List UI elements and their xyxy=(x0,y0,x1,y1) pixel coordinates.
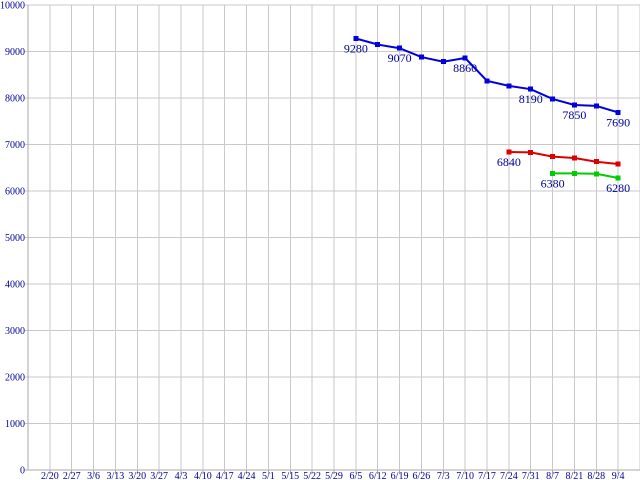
series-blue-point-marker xyxy=(397,45,403,51)
series-blue-point-marker xyxy=(506,83,512,89)
x-axis-tick-label: 7/3 xyxy=(437,471,450,480)
data-point-label: 6380 xyxy=(541,176,565,190)
x-axis-tick-label: 5/22 xyxy=(303,471,321,480)
gridlines xyxy=(25,4,640,474)
series-blue-point-marker xyxy=(353,35,359,41)
x-axis-tick-label: 4/3 xyxy=(175,471,188,480)
data-point-label: 8190 xyxy=(519,92,543,106)
series-red xyxy=(506,149,621,167)
series-red-line xyxy=(508,150,619,166)
series-blue-point-marker xyxy=(528,86,534,92)
y-axis-tick-label: 5000 xyxy=(5,233,25,244)
x-axis-tick-label: 8/28 xyxy=(587,471,605,480)
y-axis-tick-label: 10000 xyxy=(0,1,25,12)
data-point-label: 7690 xyxy=(606,115,630,129)
x-axis-tick-label: 7/31 xyxy=(522,471,540,480)
series-blue-point-marker xyxy=(418,54,424,60)
series-blue xyxy=(353,35,621,115)
y-axis-tick-label: 0 xyxy=(20,466,25,477)
series-green-point-marker xyxy=(550,170,556,176)
series-red-point-marker xyxy=(571,155,577,161)
data-point-label: 6840 xyxy=(497,155,521,169)
x-axis-tick-label: 7/24 xyxy=(500,471,518,480)
x-axis-tick-label: 4/10 xyxy=(194,471,212,480)
y-axis-tick-label: 7000 xyxy=(5,140,25,151)
data-point-label: 9070 xyxy=(388,51,412,65)
series-blue-point-marker xyxy=(375,42,381,48)
x-axis-tick-label: 3/6 xyxy=(87,471,100,480)
x-axis-tick-label: 2/20 xyxy=(41,471,59,480)
x-axis-tick-label: 3/20 xyxy=(128,471,146,480)
x-axis-labels: 2/20 2/27 3/6 3/13 3/20 3/27 4/3 4/10 4/17 4/24 5/… xyxy=(41,471,625,480)
y-axis-tick-label: 8000 xyxy=(5,94,25,105)
x-axis-tick-label: 4/24 xyxy=(238,471,256,480)
x-axis-tick-label: 5/1 xyxy=(262,471,275,480)
data-point-label: 8860 xyxy=(453,61,477,75)
x-axis-tick-label: 6/5 xyxy=(349,471,362,480)
series-green-point-marker xyxy=(615,175,621,181)
series-blue-point-marker xyxy=(550,96,556,102)
x-axis-tick-label: 8/7 xyxy=(546,471,559,480)
y-axis-tick-label: 6000 xyxy=(5,187,25,198)
data-point-label: 6280 xyxy=(606,181,630,195)
x-axis-tick-label: 3/13 xyxy=(107,471,125,480)
series-blue-point-marker xyxy=(484,78,490,84)
series-red-point-marker xyxy=(593,159,599,165)
data-point-label: 7850 xyxy=(562,108,586,122)
series-green-line xyxy=(552,172,619,179)
x-axis-tick-label: 7/10 xyxy=(456,471,474,480)
x-axis-tick-label: 8/21 xyxy=(566,471,584,480)
y-axis-tick-label: 1000 xyxy=(5,419,25,430)
y-axis-tick-label: 9000 xyxy=(5,47,25,58)
series-green-point-marker xyxy=(593,171,599,177)
y-axis-tick-label: 4000 xyxy=(5,280,25,291)
series-blue-point-marker xyxy=(571,102,577,108)
x-axis-tick-label: 2/27 xyxy=(63,471,81,480)
series-green-point-marker xyxy=(571,170,577,176)
x-axis-tick-label: 9/4 xyxy=(612,471,625,480)
y-axis-tick-label: 2000 xyxy=(5,373,25,384)
x-axis-tick-label: 5/29 xyxy=(325,471,343,480)
y-axis-labels: 0 1000 2000 3000 4000 5000 6000 7000 8000 9000 100… xyxy=(0,1,25,477)
x-axis-tick-label: 3/27 xyxy=(150,471,168,480)
series-blue-point-marker xyxy=(615,109,621,115)
x-axis-tick-label: 7/17 xyxy=(478,471,496,480)
data-point-labels: 9280 9070 8860 8190 7850 7690 6840 6380 6280 xyxy=(344,41,630,195)
data-point-label: 9280 xyxy=(344,41,368,55)
series-blue-point-marker xyxy=(593,103,599,109)
series-blue-point-marker xyxy=(440,59,446,65)
series-blue-point-marker xyxy=(462,55,468,61)
x-axis-tick-label: 4/17 xyxy=(216,471,234,480)
x-axis-tick-label: 6/26 xyxy=(413,471,431,480)
series-red-point-marker xyxy=(528,149,534,155)
series-green xyxy=(550,170,621,181)
x-axis-tick-label: 6/19 xyxy=(391,471,409,480)
x-axis-tick-label: 6/12 xyxy=(369,471,387,480)
series-red-point-marker xyxy=(506,149,512,155)
series-red-point-marker xyxy=(615,161,621,167)
x-axis-tick-label: 5/15 xyxy=(281,471,299,480)
y-axis-tick-label: 3000 xyxy=(5,326,25,337)
series-red-point-marker xyxy=(550,154,556,160)
